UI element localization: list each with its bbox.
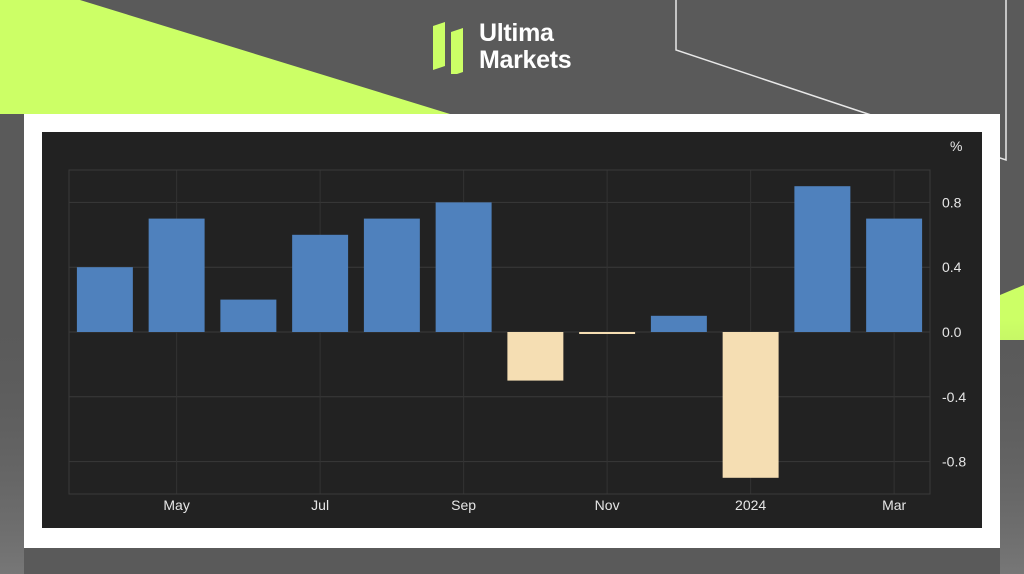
y-axis-unit-label: % bbox=[950, 138, 962, 154]
brand-logo: Ultima Markets bbox=[433, 20, 603, 76]
y-tick-label: -0.4 bbox=[942, 389, 966, 405]
bar-jun bbox=[220, 299, 277, 332]
chart-panel: % 0.8 0.4 0.0 -0.4 -0.8 May Jul Sep Nov 2024 Mar bbox=[42, 132, 982, 528]
bar-mar bbox=[866, 218, 923, 332]
bar-nov bbox=[579, 332, 636, 334]
bar-aug bbox=[363, 218, 420, 332]
bar-sep bbox=[435, 202, 492, 332]
x-tick-label: Jul bbox=[311, 497, 329, 513]
bar-dec bbox=[650, 315, 707, 332]
x-tick-label: Nov bbox=[595, 497, 620, 513]
brand-name-line1: Ultima bbox=[479, 19, 554, 47]
bar-chart: % 0.8 0.4 0.0 -0.4 -0.8 May Jul Sep Nov 2024 Mar bbox=[68, 138, 966, 513]
ultima-markets-logo-icon bbox=[433, 22, 463, 74]
x-tick-label: Sep bbox=[451, 497, 476, 513]
brand-name-line2: Markets bbox=[479, 46, 572, 74]
bar-apr bbox=[76, 267, 133, 332]
y-tick-label: -0.8 bbox=[942, 454, 966, 470]
y-tick-label: 0.4 bbox=[942, 259, 962, 275]
bar-jul bbox=[292, 234, 349, 332]
bar-may bbox=[148, 218, 205, 332]
y-tick-label: 0.8 bbox=[942, 194, 962, 210]
bar-2024 bbox=[722, 332, 779, 478]
x-tick-label: May bbox=[163, 497, 189, 513]
bar-feb bbox=[794, 186, 851, 332]
plot-frame bbox=[68, 169, 931, 495]
y-tick-label: 0.0 bbox=[942, 324, 962, 340]
x-tick-label: Mar bbox=[882, 497, 906, 513]
brand-name: Ultima Markets bbox=[479, 19, 572, 74]
x-tick-label: 2024 bbox=[735, 497, 766, 513]
bar-oct bbox=[507, 332, 564, 381]
